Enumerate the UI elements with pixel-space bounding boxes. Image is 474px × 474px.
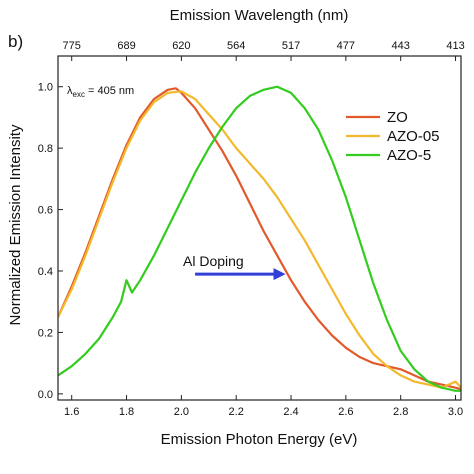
x-tick-label: 2.4 [283, 406, 298, 418]
legend-label-2: AZO-5 [387, 147, 431, 164]
series-line-0 [58, 87, 461, 391]
x2-tick-label: 477 [337, 40, 355, 52]
y-tick-label: 0.8 [38, 143, 53, 155]
series-line-2 [58, 85, 461, 392]
x-tick-label: 1.6 [64, 406, 79, 418]
y-tick-label: 0.6 [38, 205, 53, 217]
x2-tick-label: 689 [117, 40, 135, 52]
y-axis-title: Normalized Emission Intensity [7, 124, 24, 325]
y-tick-label: 0.4 [38, 266, 53, 278]
series-line-1 [58, 90, 461, 389]
x2-tick-label: 517 [282, 40, 300, 52]
excitation-value: = 405 nm [85, 85, 134, 97]
series-layer [58, 85, 461, 392]
doping-arrow-label: Al Doping [183, 253, 244, 269]
x2-tick-label: 443 [392, 40, 410, 52]
annotation-layer: λexc = 405 nm Al Doping [67, 85, 286, 281]
x-tick-label: 1.8 [119, 406, 134, 418]
excitation-label: λexc = 405 nm [67, 85, 134, 99]
x-tick-label: 2.0 [174, 406, 189, 418]
doping-arrow-head [273, 268, 286, 281]
x2-tick-label: 413 [446, 40, 464, 52]
excitation-symbol: λ [67, 85, 73, 97]
legend-label-0: ZO [387, 109, 408, 126]
tick-layer: 1.6 1.8 2.0 2.2 2.4 2.6 2.8 3.0 0.0 0.2 0.4 0.6 0.8 1… [38, 40, 465, 418]
legend-label-1: AZO-05 [387, 128, 440, 145]
x-tick-label: 2.2 [229, 406, 244, 418]
panel-label: b) [8, 32, 23, 51]
y-tick-label: 0.0 [38, 389, 53, 401]
plot-frame [57, 55, 462, 401]
top-axis-title: Emission Wavelength (nm) [170, 7, 349, 24]
y-tick-label: 1.0 [38, 82, 53, 94]
x-axis-title: Emission Photon Energy (eV) [161, 431, 358, 448]
legend: ZO AZO-05 AZO-5 [346, 109, 440, 164]
x2-tick-label: 620 [172, 40, 190, 52]
x2-tick-label: 564 [227, 40, 245, 52]
plot-border [57, 55, 462, 401]
y-tick-label: 0.2 [38, 327, 53, 339]
x-tick-label: 2.6 [338, 406, 353, 418]
x-tick-label: 3.0 [448, 406, 463, 418]
x2-tick-label: 775 [63, 40, 81, 52]
x-tick-label: 2.8 [393, 406, 408, 418]
excitation-subscript: exc [73, 90, 85, 99]
